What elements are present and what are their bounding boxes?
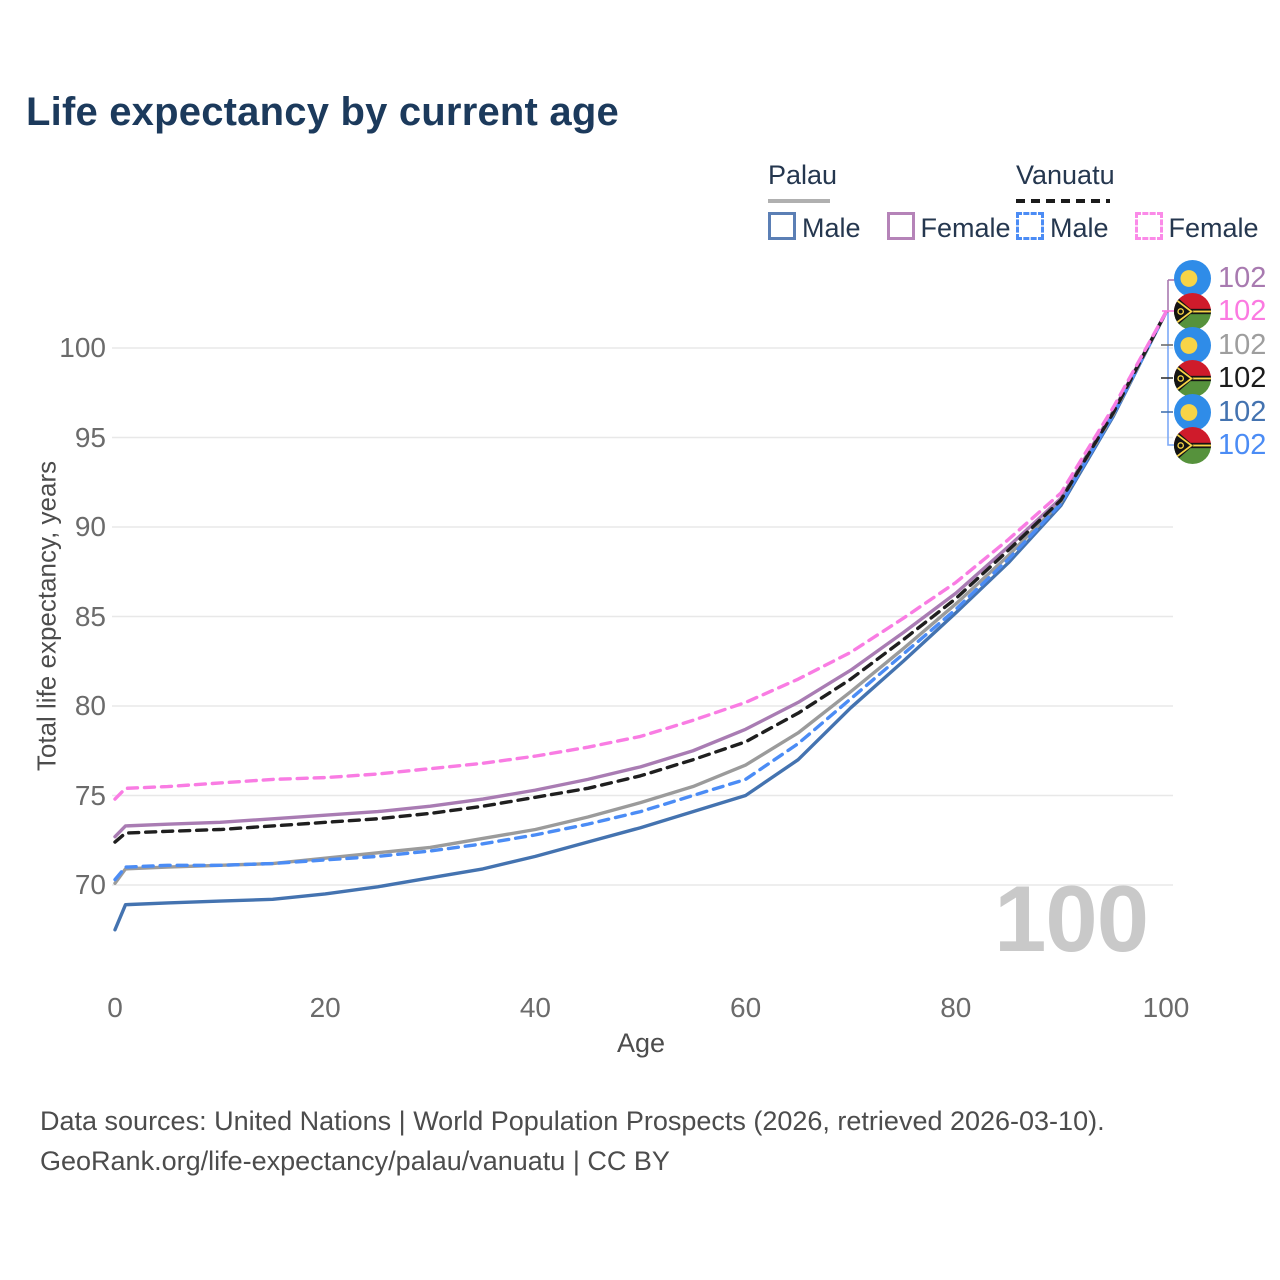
footer-attribution: GeoRank.org/life-expectancy/palau/vanuat… xyxy=(40,1146,670,1176)
vanuatu-flag-icon xyxy=(1174,426,1211,464)
legend-country-palau: Palau xyxy=(768,160,1037,203)
legend-group-vanuatu: Vanuatu Male Female xyxy=(1016,160,1280,244)
vanuatu-flag-icon xyxy=(1174,359,1211,397)
x-tick-label-40: 40 xyxy=(519,992,551,1023)
legend-country-label: Palau xyxy=(768,160,838,190)
series-line-palau-female xyxy=(113,310,1168,839)
legend-swatch-vanuatu-male xyxy=(1016,212,1044,240)
legend-item-label: Female xyxy=(1168,213,1259,243)
palau-flag-icon xyxy=(1174,393,1211,431)
x-tick-label-100: 100 xyxy=(1142,992,1190,1023)
x-tick-label-60: 60 xyxy=(730,992,762,1023)
y-tick-label-75: 75 xyxy=(74,779,106,811)
legend-country-label: Vanuatu xyxy=(1016,160,1115,190)
x-tick-label-80: 80 xyxy=(940,992,972,1023)
end-value-label: 102 xyxy=(1218,294,1267,327)
end-label-row-1: 102 xyxy=(1174,259,1266,297)
end-value-label: 102 xyxy=(1218,361,1267,394)
y-tick-label-70: 70 xyxy=(74,869,106,900)
legend-item-palau-female[interactable]: Female xyxy=(886,212,1011,244)
legend-swatch-palau-female xyxy=(886,212,915,240)
y-tick-label-85: 85 xyxy=(74,600,106,632)
legend-swatch-vanuatu-female xyxy=(1134,212,1163,240)
legend-item-label: Male xyxy=(1050,213,1109,243)
legend-item-vanuatu-female[interactable]: Female xyxy=(1134,212,1259,244)
end-label-row-2: 102 xyxy=(1174,292,1266,330)
leader-line-down xyxy=(1167,313,1175,446)
series-line-vanuatu-female xyxy=(113,310,1168,801)
end-value-label: 102 xyxy=(1218,328,1267,361)
y-tick-label-80: 80 xyxy=(74,690,106,721)
y-tick-label-100: 100 xyxy=(59,332,106,363)
legend-country-vanuatu: Vanuatu xyxy=(1016,160,1280,203)
y-tick-label-90: 90 xyxy=(74,511,106,542)
legend-item-label: Female xyxy=(920,213,1011,243)
end-label-row-6: 102 xyxy=(1174,426,1266,464)
end-value-label: 102 xyxy=(1218,428,1267,461)
legend-item-palau-male[interactable]: Male xyxy=(768,212,861,244)
series-line-vanuatu-both xyxy=(113,310,1168,844)
legend-group-palau: Palau Male Female xyxy=(768,160,1037,244)
end-label-row-5: 102 xyxy=(1174,393,1266,431)
vanuatu-line-style-swatch xyxy=(1016,199,1110,203)
series-line-palau-male xyxy=(113,310,1168,932)
end-value-label: 102 xyxy=(1218,261,1267,294)
x-tick-label-0: 0 xyxy=(107,992,123,1023)
y-tick-label-95: 95 xyxy=(74,421,106,453)
vanuatu-flag-icon xyxy=(1174,292,1211,330)
end-label-row-4: 102 xyxy=(1174,359,1266,397)
palau-flag-icon xyxy=(1174,259,1211,297)
legend-item-label: Male xyxy=(802,213,861,243)
series-line-vanuatu-male xyxy=(113,310,1168,882)
x-axis-title: Age xyxy=(616,1028,666,1058)
series-line-palau-both xyxy=(113,310,1168,885)
x-tick-label-20: 20 xyxy=(309,992,341,1023)
end-value-label: 102 xyxy=(1218,395,1267,428)
age-counter-watermark: 100 xyxy=(994,866,1149,971)
legend-swatch-palau-male xyxy=(768,212,796,240)
legend-item-vanuatu-male[interactable]: Male xyxy=(1016,212,1109,244)
chart-title: Life expectancy by current age xyxy=(26,90,619,134)
palau-flag-icon xyxy=(1174,326,1211,364)
palau-line-style-swatch xyxy=(768,199,830,203)
end-label-row-3: 102 xyxy=(1174,326,1266,364)
footer-data-sources: Data sources: United Nations | World Pop… xyxy=(40,1106,1105,1136)
